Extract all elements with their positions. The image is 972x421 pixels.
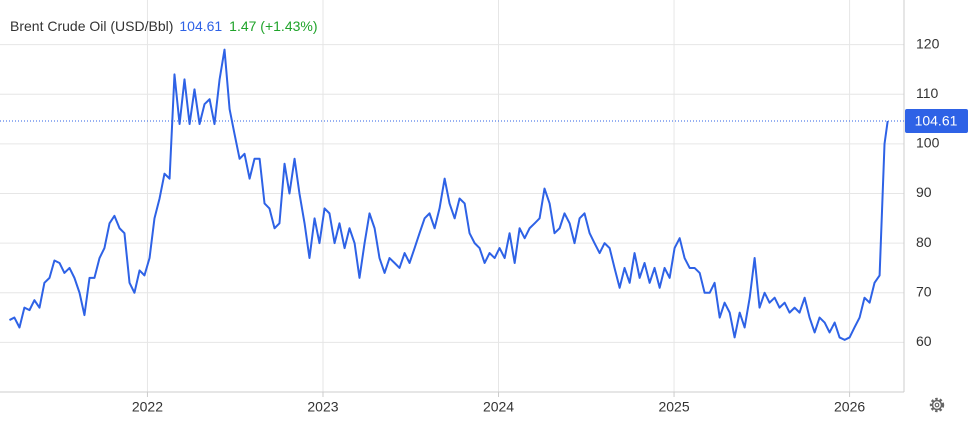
y-tick-label: 120 bbox=[916, 35, 940, 51]
y-tick-label: 110 bbox=[916, 85, 939, 101]
gear-ring bbox=[931, 399, 943, 411]
y-tick-label: 100 bbox=[916, 135, 940, 151]
gear-hub bbox=[934, 402, 940, 408]
last-value: 104.61 bbox=[179, 18, 222, 34]
price-line bbox=[9, 48, 889, 341]
last-price-box bbox=[905, 109, 968, 134]
x-tick-label: 2022 bbox=[132, 399, 163, 415]
x-tick-label: 2023 bbox=[307, 399, 338, 415]
chart-header: Brent Crude Oil (USD/Bbl) 104.61 1.47 (+1.… bbox=[10, 18, 318, 34]
settings-icon[interactable] bbox=[929, 397, 945, 413]
y-tick-label: 60 bbox=[916, 333, 932, 349]
last-price-label: 104.61 bbox=[915, 113, 958, 129]
x-tick-label: 2026 bbox=[834, 399, 865, 415]
change: 1.47 (+1.43%) bbox=[229, 18, 317, 34]
y-tick-label: 80 bbox=[916, 234, 932, 250]
gear-teeth bbox=[929, 397, 945, 413]
y-tick-label: 70 bbox=[916, 283, 932, 299]
grid bbox=[0, 0, 904, 392]
x-tick-label: 2025 bbox=[658, 399, 689, 415]
x-tick-label: 2024 bbox=[483, 399, 514, 415]
y-tick-label: 90 bbox=[916, 184, 932, 200]
chart-title: Brent Crude Oil (USD/Bbl) bbox=[10, 18, 173, 34]
